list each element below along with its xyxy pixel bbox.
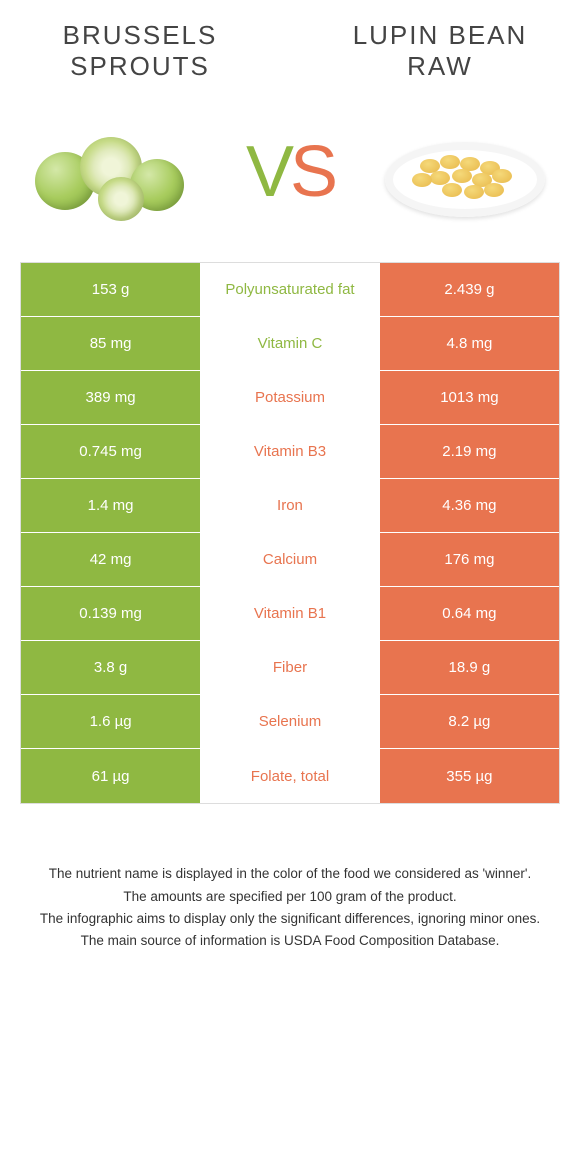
left-value: 42 mg [21, 533, 200, 586]
nutrient-label: Potassium [200, 371, 380, 424]
footer-line-4: The main source of information is USDA F… [30, 931, 550, 951]
vs-v: V [246, 131, 290, 213]
left-value: 0.139 mg [21, 587, 200, 640]
title-left: BRUSSELS SPROUTS [40, 20, 240, 82]
footer-line-2: The amounts are specified per 100 gram o… [30, 887, 550, 907]
nutrient-label: Vitamin C [200, 317, 380, 370]
nutrient-label: Vitamin B1 [200, 587, 380, 640]
table-row: 389 mgPotassium1013 mg [21, 371, 559, 425]
left-value: 3.8 g [21, 641, 200, 694]
title-right: LUPIN BEAN RAW [340, 20, 540, 82]
nutrient-label: Calcium [200, 533, 380, 586]
footer-notes: The nutrient name is displayed in the co… [30, 864, 550, 951]
table-row: 61 µgFolate, total355 µg [21, 749, 559, 803]
right-value: 355 µg [380, 749, 559, 803]
table-row: 42 mgCalcium176 mg [21, 533, 559, 587]
table-row: 0.745 mgVitamin B32.19 mg [21, 425, 559, 479]
nutrition-table: 153 gPolyunsaturated fat2.439 g85 mgVita… [20, 262, 560, 804]
left-value: 0.745 mg [21, 425, 200, 478]
vs-label: VS [246, 131, 334, 213]
nutrient-label: Vitamin B3 [200, 425, 380, 478]
right-value: 0.64 mg [380, 587, 559, 640]
footer-line-3: The infographic aims to display only the… [30, 909, 550, 929]
nutrient-label: Fiber [200, 641, 380, 694]
left-value: 389 mg [21, 371, 200, 424]
table-row: 1.6 µgSelenium8.2 µg [21, 695, 559, 749]
left-value: 61 µg [21, 749, 200, 803]
right-value: 18.9 g [380, 641, 559, 694]
table-row: 3.8 gFiber18.9 g [21, 641, 559, 695]
vs-s: S [290, 131, 334, 213]
hero-row: VS [0, 92, 580, 262]
table-row: 153 gPolyunsaturated fat2.439 g [21, 263, 559, 317]
right-value: 2.439 g [380, 263, 559, 316]
brussels-sprouts-image [30, 112, 200, 232]
nutrient-label: Polyunsaturated fat [200, 263, 380, 316]
table-row: 85 mgVitamin C4.8 mg [21, 317, 559, 371]
footer-line-1: The nutrient name is displayed in the co… [30, 864, 550, 884]
right-value: 176 mg [380, 533, 559, 586]
left-value: 1.4 mg [21, 479, 200, 532]
left-value: 1.6 µg [21, 695, 200, 748]
right-value: 1013 mg [380, 371, 559, 424]
left-value: 85 mg [21, 317, 200, 370]
left-value: 153 g [21, 263, 200, 316]
table-row: 0.139 mgVitamin B10.64 mg [21, 587, 559, 641]
right-value: 4.8 mg [380, 317, 559, 370]
nutrient-label: Selenium [200, 695, 380, 748]
right-value: 8.2 µg [380, 695, 559, 748]
right-value: 4.36 mg [380, 479, 559, 532]
table-row: 1.4 mgIron4.36 mg [21, 479, 559, 533]
nutrient-label: Iron [200, 479, 380, 532]
lupin-beans-image [380, 112, 550, 232]
right-value: 2.19 mg [380, 425, 559, 478]
header-titles: BRUSSELS SPROUTS LUPIN BEAN RAW [0, 0, 580, 92]
nutrient-label: Folate, total [200, 749, 380, 803]
